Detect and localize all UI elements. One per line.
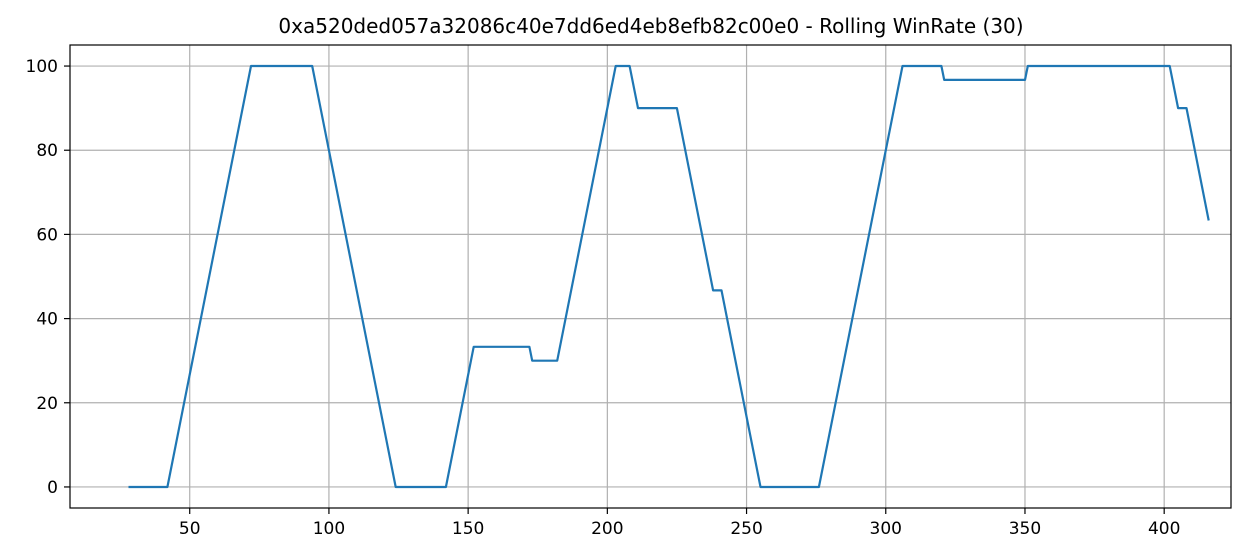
series-layer [128,64,1210,489]
y-tick-label: 40 [36,310,58,330]
y-axis: 0 20 40 60 80 100 [26,57,70,498]
y-tick-label: 60 [36,225,58,245]
y-tick-label: 20 [36,394,58,414]
plot-frame [69,44,1232,509]
x-tick-label: 100 [313,519,345,539]
y-tick-label: 80 [36,141,58,161]
x-tick-label: 150 [452,519,484,539]
x-axis: 50 100 150 200 250 300 350 400 [179,508,1180,539]
y-tick-label: 0 [47,478,58,498]
y-tick-label: 100 [26,57,58,77]
x-tick-label: 50 [179,519,201,539]
series-line [128,64,1210,489]
grid [70,45,1231,508]
chart-title: 0xa520ded057a32086c40e7dd6ed4eb8efb82c00… [278,14,1023,38]
x-tick-label: 300 [870,519,902,539]
x-tick-label: 400 [1148,519,1180,539]
x-tick-label: 200 [591,519,623,539]
x-tick-label: 350 [1009,519,1041,539]
x-tick-label: 250 [730,519,762,539]
